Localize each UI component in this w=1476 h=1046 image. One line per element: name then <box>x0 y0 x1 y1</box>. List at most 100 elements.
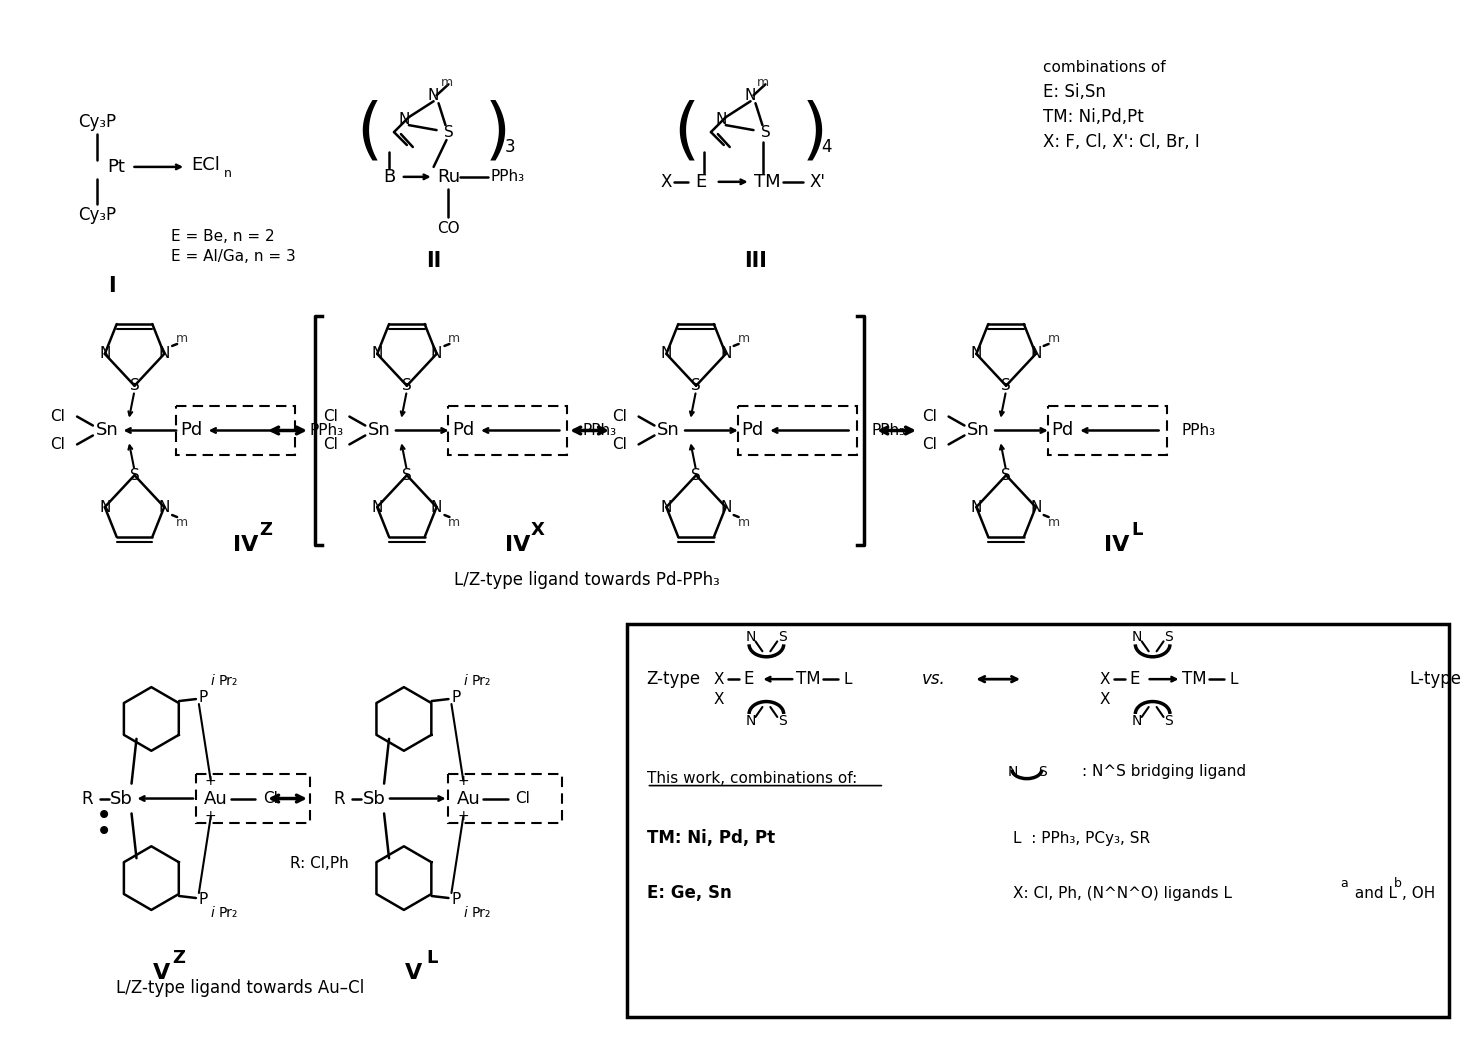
Text: i: i <box>211 675 214 688</box>
Text: PPh₃: PPh₃ <box>582 423 617 438</box>
Text: +: + <box>458 810 469 823</box>
Text: X: X <box>713 672 725 686</box>
Bar <box>196 774 310 823</box>
Text: N: N <box>720 346 732 362</box>
Text: ECl: ECl <box>192 156 220 174</box>
Text: N: N <box>745 714 756 728</box>
Text: IV: IV <box>233 535 258 554</box>
Text: i: i <box>463 675 468 688</box>
Text: +: + <box>458 774 469 788</box>
Text: and L: and L <box>1349 886 1396 901</box>
Text: Z: Z <box>258 521 272 539</box>
Text: PPh₃: PPh₃ <box>492 169 525 184</box>
Text: N: N <box>720 500 732 515</box>
Text: Cl: Cl <box>50 437 65 452</box>
Text: •: • <box>96 802 112 831</box>
Text: N: N <box>1132 631 1142 644</box>
Text: Au: Au <box>456 790 480 808</box>
Text: N: N <box>158 500 170 515</box>
Text: E: Ge, Sn: E: Ge, Sn <box>646 884 731 902</box>
Text: Cl: Cl <box>613 437 627 452</box>
Text: m: m <box>1048 516 1060 528</box>
Text: N: N <box>716 112 726 127</box>
Text: ): ) <box>801 99 828 165</box>
Text: P: P <box>452 689 461 705</box>
Text: N: N <box>1030 500 1042 515</box>
Text: n: n <box>224 167 232 180</box>
Text: S: S <box>401 379 412 393</box>
Bar <box>449 774 562 823</box>
Text: TM: TM <box>754 173 781 190</box>
Text: N: N <box>661 500 672 515</box>
Text: I: I <box>108 276 115 296</box>
Text: P: P <box>199 892 208 908</box>
Text: L-type: L-type <box>1410 670 1461 688</box>
Text: PPh₃: PPh₃ <box>1181 423 1216 438</box>
Text: IV: IV <box>505 535 530 554</box>
Text: N: N <box>431 346 443 362</box>
Text: vs.: vs. <box>922 670 946 688</box>
Text: combinations of: combinations of <box>1042 60 1166 75</box>
Text: S: S <box>1001 468 1011 483</box>
Text: ): ) <box>486 99 511 165</box>
Text: X: X <box>713 691 725 706</box>
Text: N: N <box>428 88 440 103</box>
Text: N: N <box>661 346 672 362</box>
Text: (: ( <box>673 99 700 165</box>
Text: +: + <box>205 774 217 788</box>
Text: Cl: Cl <box>515 791 530 806</box>
Text: m: m <box>757 76 769 89</box>
Text: N: N <box>1008 765 1018 778</box>
Text: Cl: Cl <box>613 409 627 424</box>
Text: N: N <box>1132 714 1142 728</box>
Text: Pt: Pt <box>108 158 125 176</box>
Text: TM: TM <box>796 670 821 688</box>
Text: N: N <box>158 346 170 362</box>
Text: IV: IV <box>1104 535 1129 554</box>
Text: Cl: Cl <box>50 409 65 424</box>
Bar <box>738 406 856 455</box>
Text: S: S <box>778 714 787 728</box>
Text: V: V <box>152 962 170 982</box>
Text: X': X' <box>810 173 827 190</box>
Text: S: S <box>130 379 139 393</box>
Text: X: X <box>1100 691 1110 706</box>
Text: Cl: Cl <box>263 791 277 806</box>
Text: m: m <box>176 333 187 345</box>
Text: L  : PPh₃, PCy₃, SR: L : PPh₃, PCy₃, SR <box>1013 831 1150 846</box>
Text: Pd: Pd <box>741 422 763 439</box>
Text: S: S <box>130 468 139 483</box>
Text: L: L <box>843 672 852 686</box>
Text: X: X <box>531 521 545 539</box>
Text: S: S <box>1038 765 1046 778</box>
Text: L: L <box>427 949 437 967</box>
Text: •: • <box>96 818 112 846</box>
Text: Pd: Pd <box>1051 422 1073 439</box>
Text: m: m <box>449 333 461 345</box>
Text: L: L <box>1230 672 1238 686</box>
Text: X: F, Cl, X': Cl, Br, I: X: F, Cl, X': Cl, Br, I <box>1042 133 1200 151</box>
Text: X: X <box>661 173 672 190</box>
Text: TM: Ni,Pd,Pt: TM: Ni,Pd,Pt <box>1042 108 1144 127</box>
Text: P: P <box>199 689 208 705</box>
Text: a: a <box>1340 877 1348 889</box>
Text: S: S <box>778 631 787 644</box>
Bar <box>449 406 567 455</box>
Text: This work, combinations of:: This work, combinations of: <box>646 771 856 787</box>
Text: TM: TM <box>1182 670 1206 688</box>
Text: Ru: Ru <box>437 167 461 186</box>
Text: Pd: Pd <box>180 422 202 439</box>
Text: N: N <box>1030 346 1042 362</box>
Text: S: S <box>444 124 453 139</box>
Text: Sn: Sn <box>96 422 118 439</box>
Text: N: N <box>971 346 982 362</box>
Text: Z: Z <box>173 949 186 967</box>
Text: S: S <box>691 379 701 393</box>
Text: R: R <box>81 790 93 808</box>
Text: S: S <box>760 124 770 139</box>
Text: R: Cl,Ph: R: Cl,Ph <box>291 856 350 870</box>
Text: X: X <box>1100 672 1110 686</box>
Text: N: N <box>399 112 409 127</box>
Text: Cy₃P: Cy₃P <box>78 206 117 224</box>
Text: CO: CO <box>437 221 461 236</box>
